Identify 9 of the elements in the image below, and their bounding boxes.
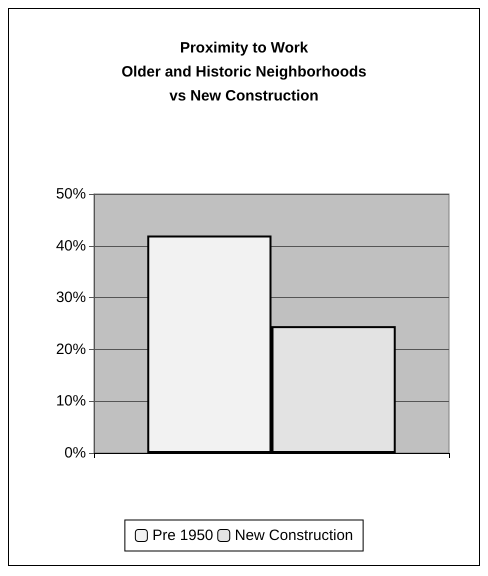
y-tick-label: 40% (56, 237, 86, 254)
chart-title: Proximity to Work Older and Historic Neighborhoods vs New Construction (121, 40, 367, 104)
y-tick-label: 20% (56, 340, 86, 358)
y-tick-label: 0% (64, 444, 86, 462)
y-tick-label: 30% (56, 289, 86, 306)
y-tick-label: 50% (56, 186, 86, 202)
y-tick-label: 10% (56, 392, 86, 410)
legend-label: Pre 1950 (152, 527, 214, 544)
legend-label: New Construction (234, 527, 354, 544)
